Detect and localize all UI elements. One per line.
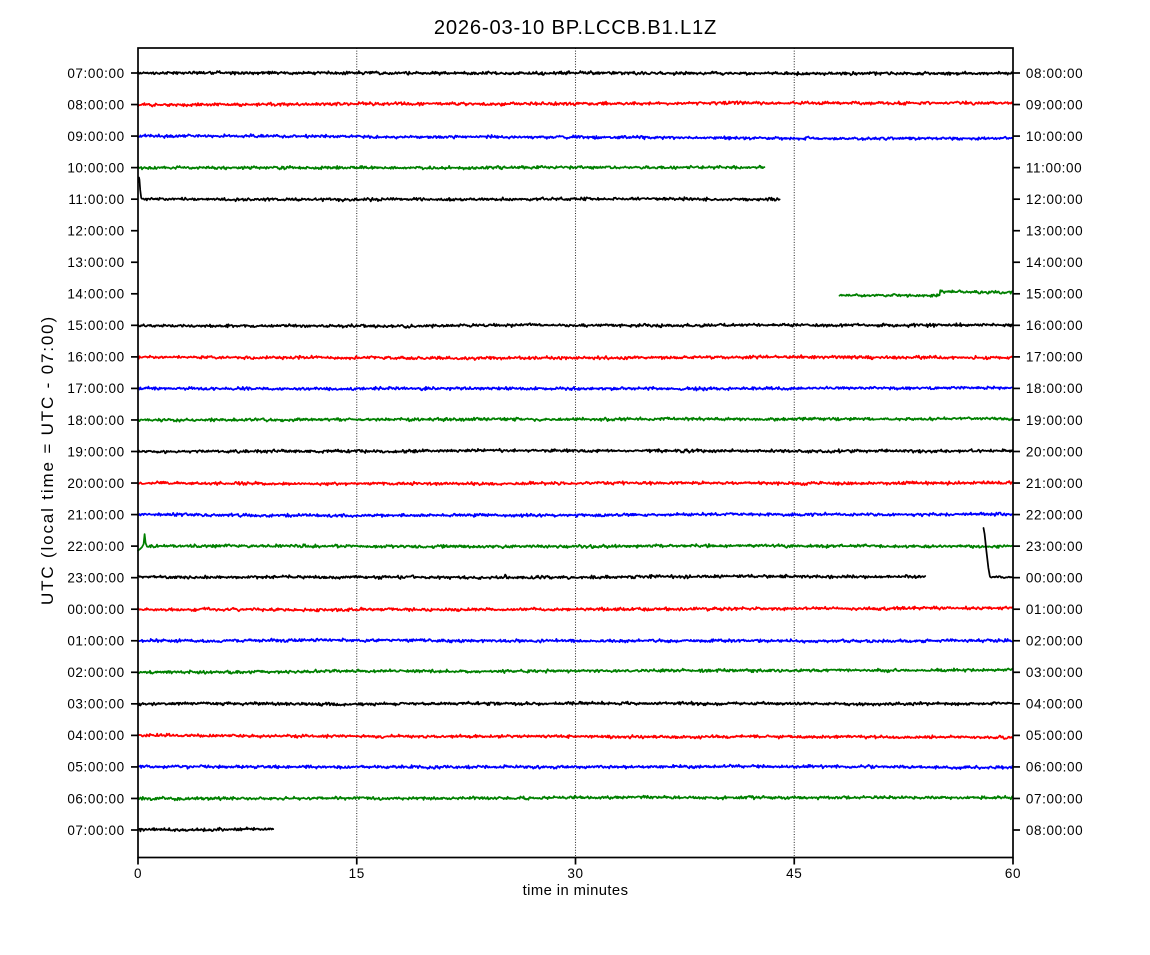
- svg-text:0: 0: [134, 866, 142, 881]
- svg-text:02:00:00: 02:00:00: [67, 665, 124, 680]
- svg-text:18:00:00: 18:00:00: [1026, 381, 1083, 396]
- svg-text:07:00:00: 07:00:00: [67, 823, 124, 838]
- svg-text:20:00:00: 20:00:00: [1026, 444, 1083, 459]
- svg-text:23:00:00: 23:00:00: [1026, 539, 1083, 554]
- svg-text:03:00:00: 03:00:00: [67, 697, 124, 712]
- svg-text:11:00:00: 11:00:00: [68, 192, 124, 207]
- svg-text:21:00:00: 21:00:00: [1026, 476, 1083, 491]
- svg-text:05:00:00: 05:00:00: [67, 760, 124, 775]
- svg-text:UTC (local time = UTC - 07:00): UTC (local time = UTC - 07:00): [38, 315, 57, 605]
- svg-text:09:00:00: 09:00:00: [1026, 97, 1083, 112]
- svg-text:30: 30: [567, 866, 583, 881]
- svg-text:23:00:00: 23:00:00: [67, 570, 124, 585]
- svg-text:10:00:00: 10:00:00: [67, 160, 124, 175]
- svg-text:02:00:00: 02:00:00: [1026, 634, 1083, 649]
- svg-text:08:00:00: 08:00:00: [67, 97, 124, 112]
- svg-text:03:00:00: 03:00:00: [1026, 665, 1083, 680]
- svg-text:04:00:00: 04:00:00: [1026, 697, 1083, 712]
- svg-text:15:00:00: 15:00:00: [67, 318, 124, 333]
- svg-text:12:00:00: 12:00:00: [67, 224, 124, 239]
- svg-text:45: 45: [786, 866, 802, 881]
- svg-text:16:00:00: 16:00:00: [1026, 318, 1083, 333]
- svg-text:07:00:00: 07:00:00: [1026, 791, 1083, 806]
- svg-text:13:00:00: 13:00:00: [1026, 224, 1083, 239]
- svg-text:15: 15: [349, 866, 365, 881]
- svg-text:14:00:00: 14:00:00: [67, 287, 124, 302]
- svg-text:08:00:00: 08:00:00: [1026, 66, 1083, 81]
- svg-text:18:00:00: 18:00:00: [67, 413, 124, 428]
- svg-text:13:00:00: 13:00:00: [67, 255, 124, 270]
- svg-text:11:00:00: 11:00:00: [1026, 160, 1082, 175]
- svg-text:08:00:00: 08:00:00: [1026, 823, 1083, 838]
- svg-text:14:00:00: 14:00:00: [1026, 255, 1083, 270]
- svg-text:19:00:00: 19:00:00: [67, 444, 124, 459]
- svg-text:12:00:00: 12:00:00: [1026, 192, 1083, 207]
- svg-text:16:00:00: 16:00:00: [67, 350, 124, 365]
- svg-text:17:00:00: 17:00:00: [67, 381, 124, 396]
- svg-text:00:00:00: 00:00:00: [1026, 570, 1083, 585]
- svg-text:06:00:00: 06:00:00: [1026, 760, 1083, 775]
- svg-text:05:00:00: 05:00:00: [1026, 728, 1083, 743]
- svg-text:2026-03-10 BP.LCCB.B1.L1Z: 2026-03-10 BP.LCCB.B1.L1Z: [434, 17, 717, 39]
- svg-text:01:00:00: 01:00:00: [67, 634, 124, 649]
- svg-text:07:00:00: 07:00:00: [67, 66, 124, 81]
- svg-text:21:00:00: 21:00:00: [67, 507, 124, 522]
- svg-text:10:00:00: 10:00:00: [1026, 129, 1083, 144]
- svg-text:09:00:00: 09:00:00: [67, 129, 124, 144]
- svg-text:22:00:00: 22:00:00: [67, 539, 124, 554]
- svg-text:06:00:00: 06:00:00: [67, 791, 124, 806]
- svg-text:60: 60: [1005, 866, 1021, 881]
- svg-text:00:00:00: 00:00:00: [67, 602, 124, 617]
- svg-text:17:00:00: 17:00:00: [1026, 350, 1083, 365]
- svg-text:19:00:00: 19:00:00: [1026, 413, 1083, 428]
- svg-text:15:00:00: 15:00:00: [1026, 287, 1083, 302]
- svg-text:20:00:00: 20:00:00: [67, 476, 124, 491]
- svg-text:22:00:00: 22:00:00: [1026, 507, 1083, 522]
- svg-text:04:00:00: 04:00:00: [67, 728, 124, 743]
- svg-text:time in minutes: time in minutes: [523, 883, 629, 899]
- svg-text:01:00:00: 01:00:00: [1026, 602, 1083, 617]
